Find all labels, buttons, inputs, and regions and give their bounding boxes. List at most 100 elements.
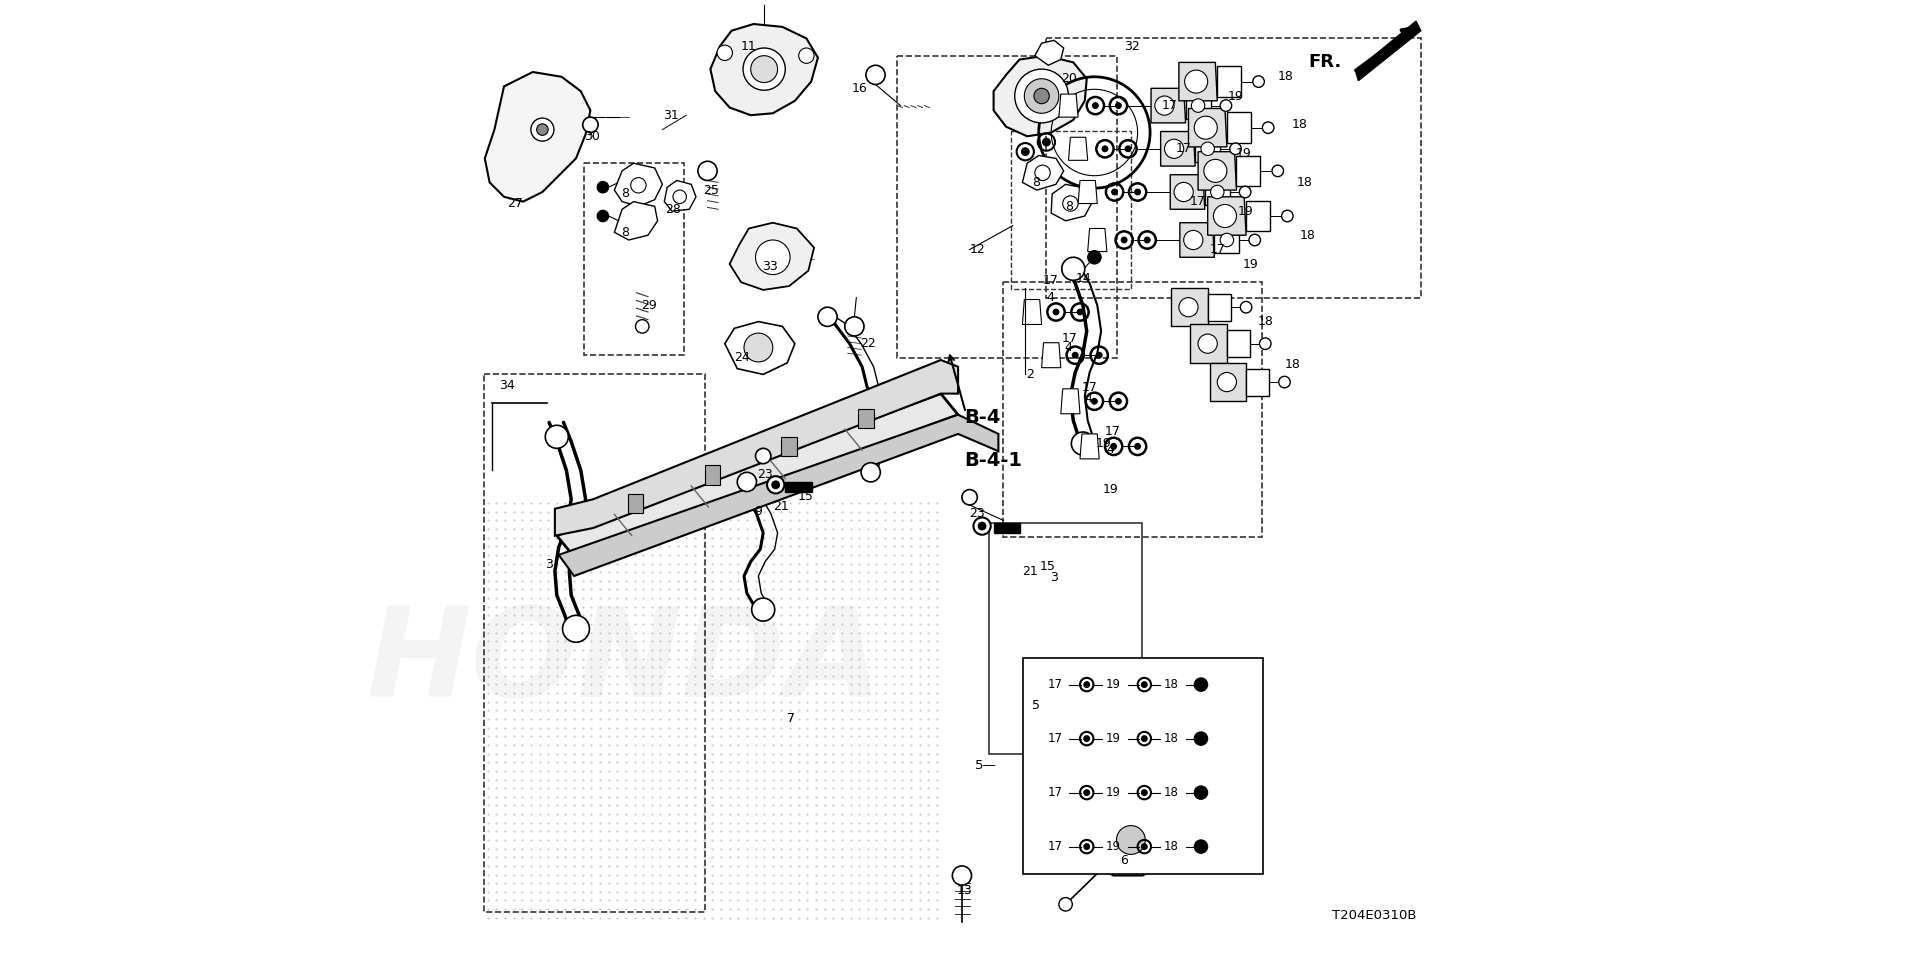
Text: 6: 6 <box>1119 853 1129 867</box>
Circle shape <box>699 161 718 180</box>
Polygon shape <box>1198 152 1236 190</box>
Text: 3: 3 <box>1050 571 1058 585</box>
Text: FR.: FR. <box>1309 54 1342 71</box>
Text: 17: 17 <box>1106 424 1121 438</box>
Circle shape <box>718 45 732 60</box>
Text: 18: 18 <box>1164 840 1179 853</box>
Circle shape <box>1062 257 1085 280</box>
Text: 18: 18 <box>1300 228 1315 242</box>
Circle shape <box>584 117 597 132</box>
Text: 24: 24 <box>733 350 751 364</box>
Circle shape <box>1221 100 1233 111</box>
Text: 4: 4 <box>1106 443 1114 456</box>
Circle shape <box>768 476 785 493</box>
Polygon shape <box>1217 66 1240 97</box>
Text: 8: 8 <box>1033 176 1041 189</box>
Polygon shape <box>1206 179 1229 205</box>
Circle shape <box>1035 165 1050 180</box>
Text: 29: 29 <box>641 299 657 312</box>
Polygon shape <box>1188 108 1227 147</box>
Text: 11: 11 <box>741 39 756 53</box>
Text: 31: 31 <box>664 108 680 122</box>
Circle shape <box>1110 444 1117 449</box>
Circle shape <box>1194 786 1208 800</box>
Circle shape <box>1240 301 1252 313</box>
Polygon shape <box>614 163 662 206</box>
Polygon shape <box>1041 343 1060 368</box>
Text: 19: 19 <box>1106 678 1121 691</box>
Circle shape <box>1283 210 1294 222</box>
Circle shape <box>1202 142 1215 156</box>
Circle shape <box>1252 76 1263 87</box>
Text: 4: 4 <box>1046 291 1054 304</box>
Circle shape <box>1112 189 1117 195</box>
Circle shape <box>1092 103 1098 108</box>
Circle shape <box>1140 844 1148 850</box>
Bar <box>1023 658 1263 874</box>
Circle shape <box>1125 146 1131 152</box>
Text: 18: 18 <box>1290 118 1308 132</box>
Text: 19: 19 <box>1106 840 1121 853</box>
Bar <box>995 523 1021 533</box>
Text: 18: 18 <box>1298 176 1313 189</box>
Text: 18: 18 <box>1279 70 1294 84</box>
Text: 19: 19 <box>1238 204 1254 218</box>
Text: 17: 17 <box>1190 195 1206 208</box>
Text: 23: 23 <box>756 468 774 481</box>
Polygon shape <box>1060 94 1079 117</box>
Bar <box>584 163 684 355</box>
Circle shape <box>636 320 649 333</box>
Polygon shape <box>1171 175 1206 209</box>
Text: 18: 18 <box>1164 732 1179 745</box>
Circle shape <box>1140 682 1148 687</box>
Circle shape <box>1083 790 1091 796</box>
Circle shape <box>1204 159 1227 182</box>
Circle shape <box>1116 398 1121 404</box>
Circle shape <box>756 448 770 464</box>
Text: 19: 19 <box>1236 147 1252 160</box>
Text: 30: 30 <box>584 130 601 143</box>
Circle shape <box>1116 103 1121 108</box>
Circle shape <box>1135 444 1140 449</box>
Circle shape <box>745 333 772 362</box>
Text: 15: 15 <box>1039 560 1056 573</box>
Circle shape <box>530 118 553 141</box>
Circle shape <box>1173 182 1192 202</box>
Polygon shape <box>1150 88 1185 123</box>
Polygon shape <box>1068 137 1087 160</box>
Text: T204E0310B: T204E0310B <box>1331 908 1417 922</box>
Text: 17: 17 <box>1062 332 1077 346</box>
Polygon shape <box>559 415 998 576</box>
Circle shape <box>1240 186 1252 198</box>
Circle shape <box>860 463 879 482</box>
Text: 34: 34 <box>499 379 515 393</box>
Polygon shape <box>1190 324 1227 363</box>
Circle shape <box>977 522 987 530</box>
Text: 28: 28 <box>664 203 682 216</box>
Text: 14: 14 <box>1075 272 1091 285</box>
Polygon shape <box>1179 62 1217 101</box>
Text: 17: 17 <box>1048 732 1062 745</box>
Circle shape <box>672 190 687 204</box>
Polygon shape <box>724 322 795 374</box>
Text: 20: 20 <box>1060 72 1077 85</box>
Circle shape <box>1194 116 1217 139</box>
Circle shape <box>772 481 780 489</box>
Circle shape <box>1021 148 1029 156</box>
Polygon shape <box>555 360 958 536</box>
Text: 17: 17 <box>1162 99 1177 112</box>
Polygon shape <box>1060 389 1079 414</box>
Circle shape <box>1140 790 1148 796</box>
Polygon shape <box>557 394 958 557</box>
Circle shape <box>597 181 609 193</box>
Circle shape <box>563 615 589 642</box>
Text: 32: 32 <box>1123 39 1140 53</box>
Circle shape <box>1117 826 1146 854</box>
Circle shape <box>1083 682 1091 687</box>
Circle shape <box>1210 185 1225 199</box>
Circle shape <box>1144 237 1150 243</box>
Bar <box>989 523 1142 754</box>
Polygon shape <box>1236 156 1260 186</box>
Polygon shape <box>1210 363 1246 401</box>
Circle shape <box>545 425 568 448</box>
